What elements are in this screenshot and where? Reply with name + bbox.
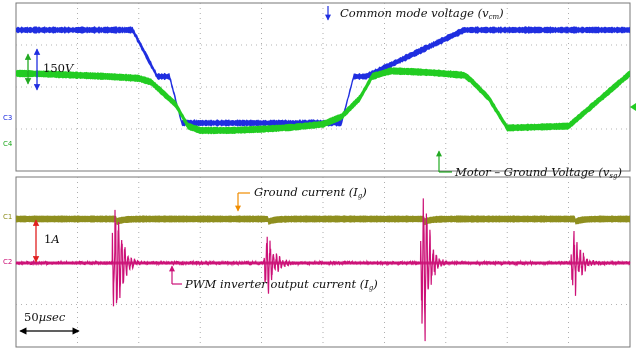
channel-tag-c1: C1 — [3, 213, 12, 221]
trace-layer — [15, 26, 631, 342]
channel-tag-c3: C3 — [3, 114, 12, 122]
top-grid — [16, 3, 630, 171]
channel-marker-right-green — [630, 103, 636, 111]
ground-current-trace — [16, 215, 630, 226]
ground-current-label: Ground current (Ig) — [254, 185, 367, 200]
time-scale-label: 50µsec — [24, 310, 66, 324]
common-mode-label: Common mode voltage (vcm) — [340, 6, 504, 21]
pwm-current-label: PWM inverter output current (Ig) — [184, 277, 378, 292]
volt-scale-label: 150V — [43, 61, 75, 75]
channel-tag-c4: C4 — [3, 140, 13, 148]
motor-ground-label: Motor – Ground Voltage (vsg) — [454, 165, 622, 180]
motor-ground-voltage-trace — [16, 67, 630, 135]
channel-tag-c2: C2 — [3, 258, 12, 266]
amp-scale-label: 1A — [44, 232, 60, 246]
